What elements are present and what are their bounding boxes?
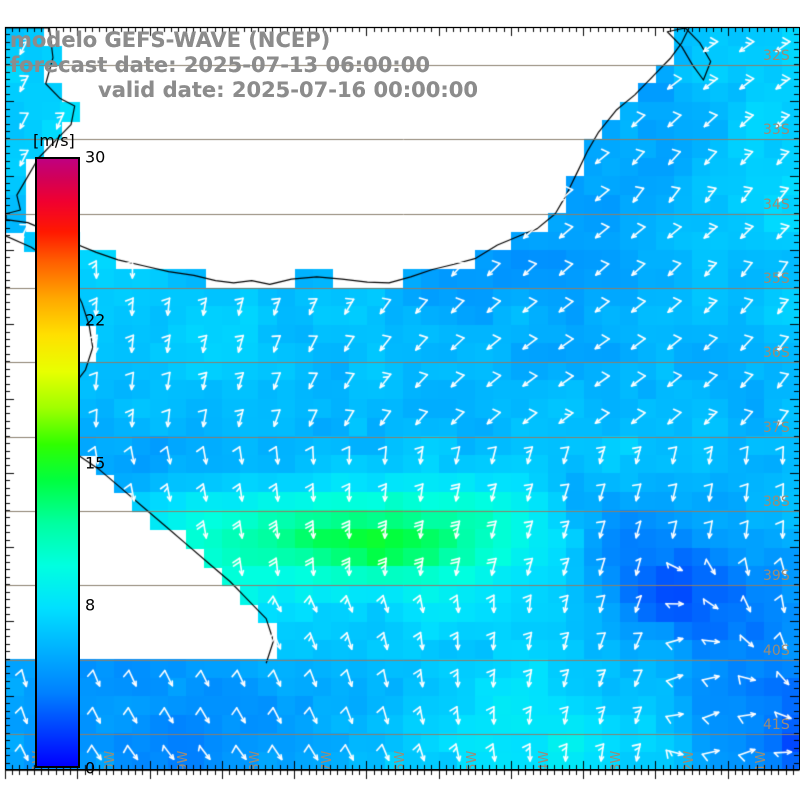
lon-tick-label-60W: 60W [103, 750, 119, 770]
map-plot-area[interactable]: 61W60W59W58W57W56W55W54W53W52W51W32S33S3… [5, 27, 800, 770]
lon-tick-label-56W: 56W [392, 750, 408, 770]
colorbar-unit-label: [m/s] [33, 131, 75, 150]
title-forecast-date-line: forecast date: 2025-07-13 06:00:00 [10, 53, 430, 77]
figure-title: modelo GEFS-WAVE (NCEP) forecast date: 2… [8, 28, 568, 103]
lon-tick-label-53W: 53W [609, 750, 625, 770]
lat-tick-label-40S: 40S [763, 642, 790, 659]
graticule-grid-layer [6, 28, 799, 769]
lat-tick-label-38S: 38S [763, 493, 790, 510]
lat-tick-label-36S: 36S [763, 345, 790, 362]
title-valid-date-line: valid date: 2025-07-16 00:00:00 [98, 78, 478, 102]
lat-tick-label-33S: 33S [763, 122, 790, 139]
colorbar-tick-0: 0 [85, 758, 96, 778]
lat-tick-label-41S: 41S [763, 716, 790, 733]
colorbar-tick-8: 8 [85, 595, 96, 615]
colorbar-tick-30: 30 [85, 147, 106, 167]
lon-tick-label-58W: 58W [247, 750, 263, 770]
lon-tick-label-54W: 54W [537, 750, 553, 770]
lat-tick-label-35S: 35S [763, 271, 790, 288]
title-model-line: modelo GEFS-WAVE (NCEP) [10, 28, 331, 52]
lon-tick-label-59W: 59W [175, 750, 191, 770]
lon-tick-label-55W: 55W [464, 750, 480, 770]
lon-tick-label-51W: 51W [753, 750, 769, 770]
colorbar-gradient [35, 157, 80, 768]
lat-tick-label-32S: 32S [763, 48, 790, 65]
lat-tick-label-37S: 37S [763, 419, 790, 436]
lat-tick-label-34S: 34S [763, 196, 790, 213]
lon-tick-label-57W: 57W [320, 750, 336, 770]
colorbar-tick-22: 22 [85, 310, 106, 330]
lon-tick-label-52W: 52W [681, 750, 697, 770]
lat-tick-label-39S: 39S [763, 568, 790, 585]
colorbar-tick-15: 15 [85, 453, 106, 472]
